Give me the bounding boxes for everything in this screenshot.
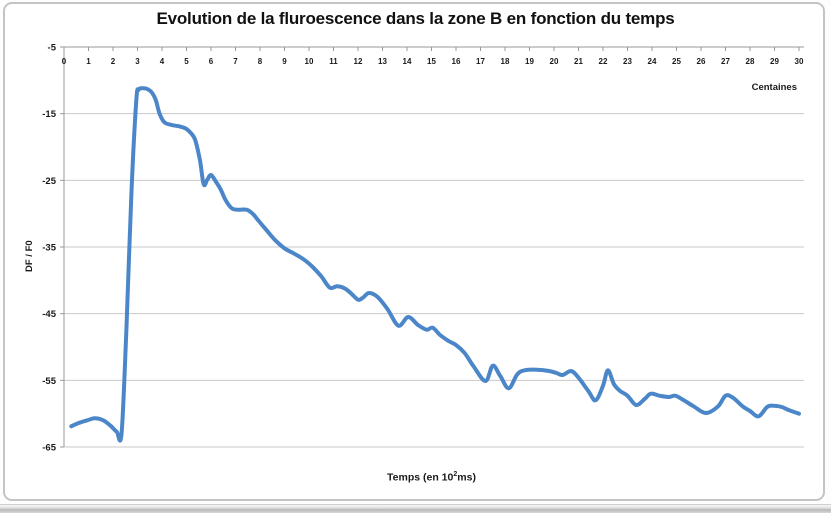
x-axis-title-prefix: Temps (en 10 bbox=[387, 471, 454, 484]
x-tick-label: 26 bbox=[697, 57, 706, 66]
x-tick-label: 1 bbox=[86, 57, 91, 66]
y-tick-label: -15 bbox=[42, 109, 56, 120]
x-tick-label: 29 bbox=[770, 57, 779, 66]
x-tick-label: 24 bbox=[648, 57, 657, 66]
x-tick-label: 17 bbox=[476, 57, 485, 66]
x-tick-label: 21 bbox=[574, 57, 583, 66]
x-tick-label: 3 bbox=[135, 57, 140, 66]
window-bottom-edge bbox=[0, 504, 831, 513]
x-tick-label: 18 bbox=[501, 57, 510, 66]
chart-frame bbox=[3, 2, 825, 501]
x-tick-label: 12 bbox=[354, 57, 363, 66]
x-tick-label: 22 bbox=[599, 57, 608, 66]
x-tick-label: 10 bbox=[305, 57, 314, 66]
x-tick-label: 25 bbox=[672, 57, 681, 66]
x-tick-label: 14 bbox=[403, 57, 412, 66]
x-tick-label: 28 bbox=[746, 57, 755, 66]
x-axis-title-exponent: 2 bbox=[453, 471, 458, 478]
x-tick-label: 8 bbox=[258, 57, 263, 66]
y-tick-label: -35 bbox=[42, 243, 56, 254]
x-tick-label: 27 bbox=[721, 57, 730, 66]
x-tick-label: 2 bbox=[111, 57, 116, 66]
x-tick-label: 5 bbox=[184, 57, 189, 66]
x-tick-label: 0 bbox=[62, 57, 67, 66]
x-axis-title: Temps (en 102ms) bbox=[64, 471, 799, 484]
y-tick-label: -5 bbox=[48, 43, 57, 54]
y-tick-label: -65 bbox=[42, 443, 56, 454]
x-tick-label: 11 bbox=[329, 57, 338, 66]
x-tick-label: 23 bbox=[623, 57, 632, 66]
x-tick-label: 13 bbox=[378, 57, 387, 66]
x-tick-label: 20 bbox=[550, 57, 559, 66]
x-unit-label: Centaines bbox=[751, 82, 797, 93]
x-tick-label: 6 bbox=[209, 57, 214, 66]
x-tick-label: 30 bbox=[795, 57, 804, 66]
x-tick-label: 15 bbox=[427, 57, 436, 66]
series-line bbox=[69, 86, 801, 443]
y-tick-label: -25 bbox=[42, 176, 56, 187]
y-tick-label: -55 bbox=[42, 376, 56, 387]
x-tick-label: 9 bbox=[282, 57, 287, 66]
x-tick-label: 4 bbox=[160, 57, 165, 66]
x-tick-label: 16 bbox=[452, 57, 461, 66]
x-tick-label: 19 bbox=[525, 57, 534, 66]
x-tick-label: 7 bbox=[233, 57, 238, 66]
x-axis-title-suffix: ms) bbox=[457, 471, 476, 484]
y-tick-label: -45 bbox=[42, 309, 56, 320]
chart-title: Evolution de la fluroescence dans la zon… bbox=[156, 9, 675, 28]
